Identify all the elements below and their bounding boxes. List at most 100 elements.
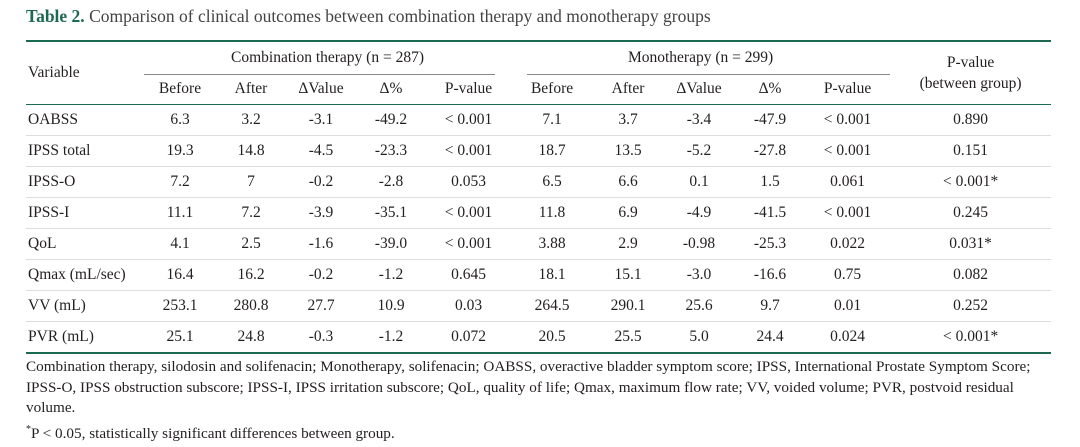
table-cell: -3.9 — [286, 197, 356, 229]
table-cell: 0.03 — [426, 290, 512, 322]
table-cell: 24.8 — [216, 321, 286, 353]
table-cell: -0.2 — [286, 259, 356, 291]
table-row: QoL 4.1 2.5 -1.6 -39.0 < 0.001 3.88 2.9 -0.98 -25… — [26, 228, 1052, 260]
table-cell: 18.7 — [511, 135, 594, 167]
subheader-cell: Δ% — [379, 80, 403, 97]
caption-label: Table 2. — [26, 6, 85, 26]
table-cell: 25.1 — [144, 321, 216, 353]
table-cell: 0.245 — [890, 197, 1052, 229]
table-cell: -5.2 — [663, 135, 736, 167]
table-body: OABSS 6.3 3.2 -3.1 -49.2 < 0.001 7.1 3.7 -3.4 -47… — [26, 105, 1052, 353]
footnote-significance: *P < 0.05, statistically significant dif… — [26, 424, 395, 443]
table-cell: 2.5 — [216, 228, 286, 260]
footnote-significance-text: P < 0.05, statistically significant diff… — [31, 425, 395, 443]
table-cell: 0.75 — [805, 259, 891, 291]
table-cell: 3.2 — [241, 111, 261, 128]
subheader-cell: P-value — [444, 80, 493, 97]
row-variable-label: Qmax (mL/sec) — [26, 259, 144, 291]
subheader-row: Before After ΔValue Δ% P-value Before After ΔVa… — [26, 74, 1052, 105]
table-cell: 16.4 — [144, 259, 216, 291]
table-row: Qmax (mL/sec) 16.4 16.2 -0.2 -1.2 0.645 18.1 15… — [26, 259, 1052, 291]
subheader-cell: Δ% — [758, 80, 782, 97]
table-cell: -25.3 — [735, 228, 806, 260]
row-variable-label: IPSS total — [26, 135, 144, 167]
table-cell: 0.022 — [805, 228, 891, 260]
table-cell: 3.88 — [511, 228, 594, 260]
table-cell: -49.2 — [374, 111, 408, 128]
table-cell: -35.1 — [356, 197, 426, 229]
table-cell: -1.2 — [356, 259, 426, 291]
table-cell: 1.5 — [735, 166, 806, 198]
table-cell: -0.3 — [286, 321, 356, 353]
footnote-symbol: * — [26, 424, 31, 435]
table-cell: 0.890 — [953, 111, 989, 128]
table-cell: 280.8 — [216, 290, 286, 322]
table-cell: 9.7 — [735, 290, 806, 322]
table-cell: < 0.001* — [890, 321, 1052, 353]
table-cell: 0.072 — [426, 321, 512, 353]
table-cell: 7.2 — [216, 197, 286, 229]
row-variable-label: QoL — [26, 228, 144, 260]
table-cell: < 0.001 — [426, 135, 512, 167]
table-cell: -0.2 — [286, 166, 356, 198]
table-cell: 0.645 — [426, 259, 512, 291]
table-cell: 18.1 — [511, 259, 594, 291]
table-cell: -0.98 — [663, 228, 736, 260]
table-cell: < 0.001 — [444, 111, 493, 128]
table-cell: -3.0 — [663, 259, 736, 291]
table-row: IPSS-O 7.2 7 -0.2 -2.8 0.053 6.5 6.6 0.1 1.5 0.061… — [26, 166, 1052, 198]
subheader-cell: Before — [530, 80, 574, 97]
table-cell: 6.6 — [593, 166, 664, 198]
table-cell: 264.5 — [511, 290, 594, 322]
table-cell: 13.5 — [593, 135, 664, 167]
subheader-cell: ΔValue — [298, 80, 344, 97]
table-cell: -16.6 — [735, 259, 806, 291]
table-row: IPSS-I 11.1 7.2 -3.9 -35.1 < 0.001 11.8 6.9 -4.9… — [26, 197, 1052, 229]
table-cell: 27.7 — [286, 290, 356, 322]
table-cell: 25.6 — [663, 290, 736, 322]
table-cell: 10.9 — [356, 290, 426, 322]
table-cell: -23.3 — [356, 135, 426, 167]
table-row: PVR (mL) 25.1 24.8 -0.3 -1.2 0.072 20.5 25.5 5.0… — [26, 321, 1052, 353]
table-cell: -1.2 — [356, 321, 426, 353]
table-cell: 6.9 — [593, 197, 664, 229]
table-cell: 7 — [216, 166, 286, 198]
table-cell: -1.6 — [286, 228, 356, 260]
table-cell: -4.5 — [286, 135, 356, 167]
table-caption: Table 2. Comparison of clinical outcomes… — [26, 6, 711, 27]
subheader-cell: P-value — [823, 80, 872, 97]
table-cell: -2.8 — [356, 166, 426, 198]
table-cell: 25.5 — [593, 321, 664, 353]
row-variable-label: IPSS-O — [26, 166, 144, 198]
table-cell: < 0.001 — [805, 135, 891, 167]
table-cell: 11.1 — [144, 197, 216, 229]
row-variable-label: IPSS-I — [26, 197, 144, 229]
footnote-abbreviations: Combination therapy, silodosin and solif… — [26, 358, 1031, 416]
table-header: Variable Combination therapy (n = 287) M… — [26, 41, 1052, 105]
table-cell: < 0.001 — [426, 228, 512, 260]
table-row: OABSS 6.3 3.2 -3.1 -49.2 < 0.001 7.1 3.7 -3.4 -47… — [26, 105, 1051, 136]
subheader-cell: ΔValue — [676, 80, 722, 97]
table-cell: 3.7 — [618, 111, 638, 128]
table-cell: 6.5 — [511, 166, 594, 198]
table-cell: -41.5 — [735, 197, 806, 229]
table-cell: < 0.001 — [823, 111, 872, 128]
table-cell: < 0.001* — [890, 166, 1052, 198]
subheader-cell: Before — [158, 80, 202, 97]
outcomes-table: Variable Combination therapy (n = 287) M… — [26, 40, 1052, 354]
table-cell: 5.0 — [663, 321, 736, 353]
table-cell: < 0.001 — [805, 197, 891, 229]
table-cell: 7.1 — [542, 111, 562, 128]
table-cell: 0.061 — [805, 166, 891, 198]
table-cell: 0.01 — [805, 290, 891, 322]
table-cell: 0.151 — [890, 135, 1052, 167]
header-combination-group: Combination therapy (n = 287) — [144, 41, 511, 74]
table-cell: -39.0 — [356, 228, 426, 260]
table-cell: 253.1 — [144, 290, 216, 322]
table-cell: 19.3 — [144, 135, 216, 167]
table-cell: 290.1 — [593, 290, 664, 322]
table-cell: < 0.001 — [426, 197, 512, 229]
table-cell: 0.252 — [890, 290, 1052, 322]
row-variable-label: OABSS — [28, 111, 78, 128]
subheader-cell: After — [234, 80, 268, 97]
